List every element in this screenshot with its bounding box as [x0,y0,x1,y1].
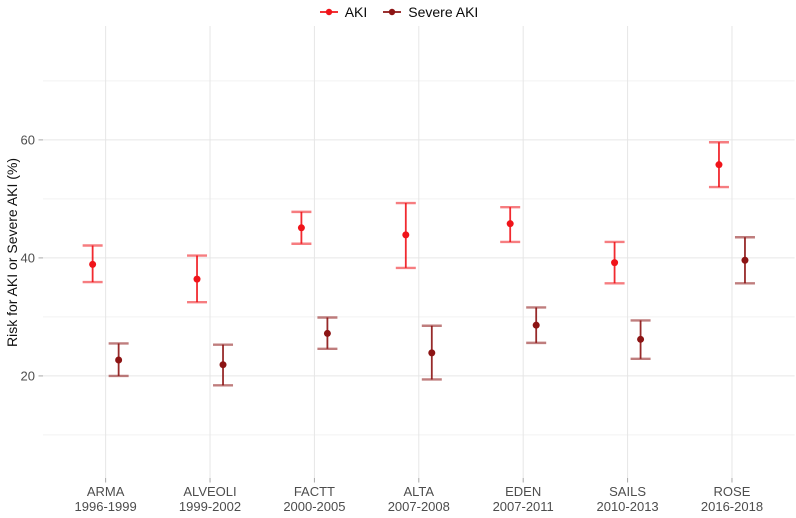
y-tick-label: 20 [21,368,35,383]
legend-item-aki: AKI [318,2,368,22]
y-tick-label: 40 [21,250,35,265]
y-axis-title: Risk for AKI or Severe AKI (%) [4,157,20,347]
pointrange-glyph [383,8,402,16]
data-point [611,259,619,267]
data-point [219,361,227,369]
legend-label: AKI [344,4,368,20]
pointrange-glyph [319,8,338,16]
data-point [428,349,436,357]
legend-label: Severe AKI [408,4,479,20]
x-tick-label: EDEN 2007-2011 [493,484,554,514]
data-point [715,161,723,169]
data-point [297,224,305,232]
legend-item-severe-aki: Severe AKI [381,2,478,22]
legend: AKI Severe AKI [0,2,796,22]
data-point [193,275,201,283]
data-point [637,335,645,343]
pointrange-key-icon [381,5,403,19]
data-point [115,356,123,364]
x-tick-label: ALTA 2007-2008 [388,484,450,514]
data-point [402,231,410,239]
data-point [741,256,749,264]
data-point [89,260,97,268]
data-point [506,220,514,228]
x-tick-label: ARMA 1996-1999 [75,484,137,514]
data-point [532,321,540,329]
x-tick-label: ALVEOLI 1999-2002 [179,484,241,514]
pointrange-key-icon [318,5,340,19]
x-tick-label: ROSE 2016-2018 [701,484,763,514]
data-point [323,329,331,337]
y-tick-label: 60 [21,132,35,147]
x-tick-label: SAILS 2010-2013 [596,484,658,514]
x-tick-label: FACTT 2000-2005 [283,484,345,514]
